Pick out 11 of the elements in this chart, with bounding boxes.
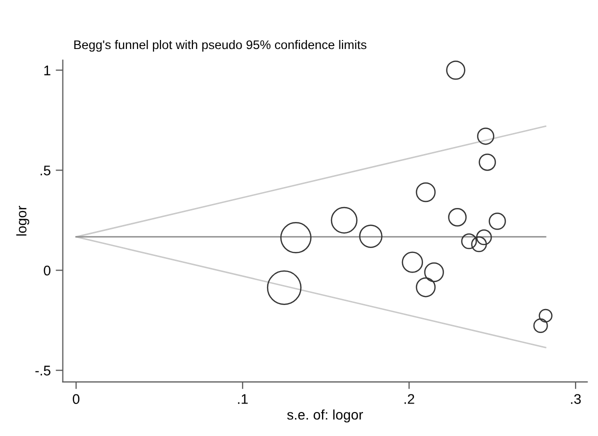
x-tick-label: .1 (238, 394, 248, 404)
y-tick-label: .5 (40, 166, 50, 176)
x-tick-label: 0 (72, 394, 80, 404)
x-axis-title: s.e. of: logor (287, 409, 363, 422)
y-axis-title: logor (16, 206, 30, 236)
x-tick-label: .3 (571, 394, 581, 404)
y-tick-label: 1 (44, 66, 50, 76)
chart-title: Begg's funnel plot with pseudo 95% confidence limits (74, 40, 366, 52)
x-tick-label: .2 (404, 394, 414, 404)
y-tick-label: 0 (44, 266, 50, 276)
y-tick-label: -.5 (35, 366, 50, 376)
